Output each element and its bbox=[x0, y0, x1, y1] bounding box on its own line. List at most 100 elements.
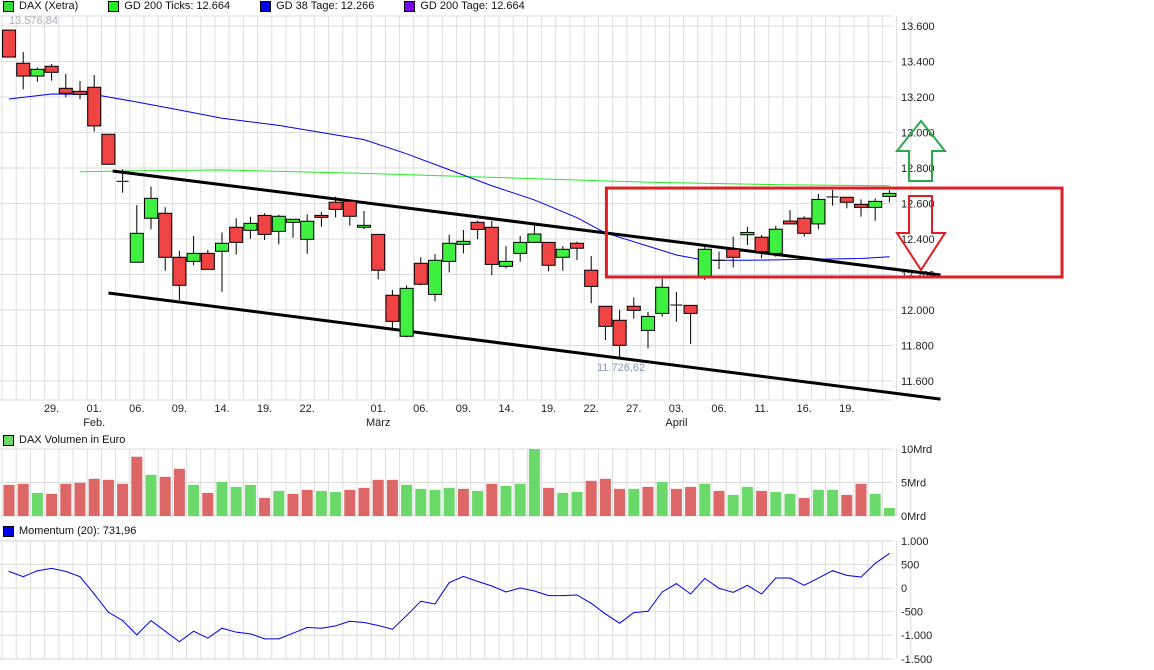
gd38-line bbox=[8, 93, 890, 261]
momentum-point bbox=[775, 577, 777, 579]
momentum-point bbox=[65, 570, 67, 572]
candle bbox=[399, 287, 414, 337]
volume-tick-label: 5Mrd bbox=[901, 478, 926, 490]
candle bbox=[2, 29, 16, 58]
candle bbox=[328, 201, 343, 210]
legend-label: GD 200 Tage: 12.664 bbox=[420, 0, 525, 12]
candle bbox=[754, 236, 769, 253]
y-tick-label: 12.000 bbox=[901, 305, 935, 317]
volume-bar bbox=[358, 487, 370, 516]
volume-title: DAX Volumen in Euro bbox=[19, 434, 126, 446]
momentum-point bbox=[93, 593, 95, 595]
momentum-point bbox=[633, 612, 635, 614]
momentum-point bbox=[619, 622, 621, 624]
legend-item-gd200-tage[interactable]: GD 200 Tage: 12.664 bbox=[404, 0, 525, 12]
volume-bar bbox=[429, 489, 441, 516]
candle bbox=[286, 218, 300, 223]
momentum-point bbox=[434, 603, 436, 605]
y-tick-label: 11.600 bbox=[901, 376, 934, 388]
volume-tick-label: 10Mrd bbox=[901, 444, 932, 456]
volume-bar bbox=[415, 488, 427, 516]
y-tick-label: 13.000 bbox=[901, 128, 935, 140]
volume-bar bbox=[74, 482, 86, 516]
volume-bar bbox=[571, 491, 583, 516]
momentum-point bbox=[647, 610, 649, 612]
candle bbox=[513, 241, 528, 254]
volume-bar bbox=[670, 488, 682, 516]
volume-bar bbox=[443, 487, 455, 516]
momentum-tick-label: 0 bbox=[901, 583, 907, 595]
volume-bar bbox=[614, 488, 626, 516]
x-tick-label: 19. bbox=[541, 403, 556, 415]
momentum-point bbox=[462, 575, 464, 577]
volume-bar bbox=[315, 490, 327, 516]
x-tick-label: 27. bbox=[626, 403, 641, 415]
momentum-point bbox=[22, 576, 24, 578]
momentum-point bbox=[79, 576, 81, 578]
candle bbox=[811, 198, 826, 225]
volume-bar bbox=[855, 483, 867, 516]
legend-item-gd38[interactable]: GD 38 Tage: 12.266 bbox=[260, 0, 374, 12]
momentum-point bbox=[675, 583, 677, 585]
volume-bar bbox=[202, 492, 214, 516]
momentum-point bbox=[846, 574, 848, 576]
candle bbox=[768, 228, 783, 254]
momentum-point bbox=[803, 584, 805, 586]
momentum-tick-label: 1.000 bbox=[901, 536, 929, 548]
momentum-point bbox=[150, 620, 152, 622]
momentum-point bbox=[122, 620, 124, 622]
arrow-up-icon bbox=[894, 119, 948, 182]
candle bbox=[655, 286, 670, 314]
candle bbox=[626, 305, 641, 311]
momentum-point bbox=[306, 627, 308, 629]
volume-bar bbox=[159, 476, 171, 516]
momentum-point bbox=[448, 582, 450, 584]
momentum-point bbox=[406, 615, 408, 617]
momentum-point bbox=[136, 634, 138, 636]
candle bbox=[726, 248, 741, 258]
legend-swatch bbox=[108, 0, 120, 12]
low-label: 11.726,62 bbox=[597, 362, 645, 374]
candle bbox=[570, 242, 584, 249]
candle bbox=[783, 220, 797, 225]
momentum-point bbox=[51, 567, 53, 569]
x-tick-label: 06. bbox=[413, 403, 428, 415]
candle bbox=[186, 252, 201, 262]
x-tick-label: 06. bbox=[129, 403, 144, 415]
volume-bar bbox=[188, 484, 200, 516]
volume-bar bbox=[628, 488, 640, 516]
volume-bar bbox=[827, 489, 839, 516]
x-tick-label: 03. bbox=[669, 403, 684, 415]
volume-bar bbox=[528, 449, 540, 516]
legend-item-dax[interactable]: DAX (Xetra) bbox=[3, 0, 78, 12]
momentum-point bbox=[36, 570, 38, 572]
momentum-point bbox=[576, 594, 578, 596]
candle bbox=[215, 242, 229, 252]
candle bbox=[16, 62, 31, 77]
volume-bar bbox=[642, 486, 654, 516]
candle bbox=[144, 197, 158, 219]
volume-bar bbox=[798, 497, 810, 516]
volume-bar bbox=[841, 494, 853, 516]
x-tick-label: 14. bbox=[498, 403, 513, 415]
legend-swatch bbox=[3, 434, 14, 446]
momentum-tick-label: -500 bbox=[901, 607, 923, 619]
legend-item-gd200-ticks[interactable]: GD 200 Ticks: 12.664 bbox=[108, 0, 230, 12]
volume-bar bbox=[145, 474, 157, 516]
candle bbox=[839, 196, 854, 203]
volume-bar bbox=[287, 493, 299, 516]
volume-bar bbox=[784, 493, 796, 516]
volume-bar bbox=[117, 483, 129, 516]
momentum-tick-label: 500 bbox=[901, 559, 919, 571]
momentum-point bbox=[874, 562, 876, 564]
volume-tick-label: 0Mrd bbox=[901, 511, 926, 523]
candle bbox=[101, 133, 116, 165]
momentum-point bbox=[164, 630, 166, 632]
candle bbox=[257, 214, 272, 235]
x-tick-label: 22. bbox=[300, 403, 315, 415]
arrow-down-icon bbox=[895, 195, 947, 272]
candle bbox=[882, 192, 897, 197]
volume-bar bbox=[3, 484, 15, 516]
momentum-point bbox=[278, 638, 280, 640]
